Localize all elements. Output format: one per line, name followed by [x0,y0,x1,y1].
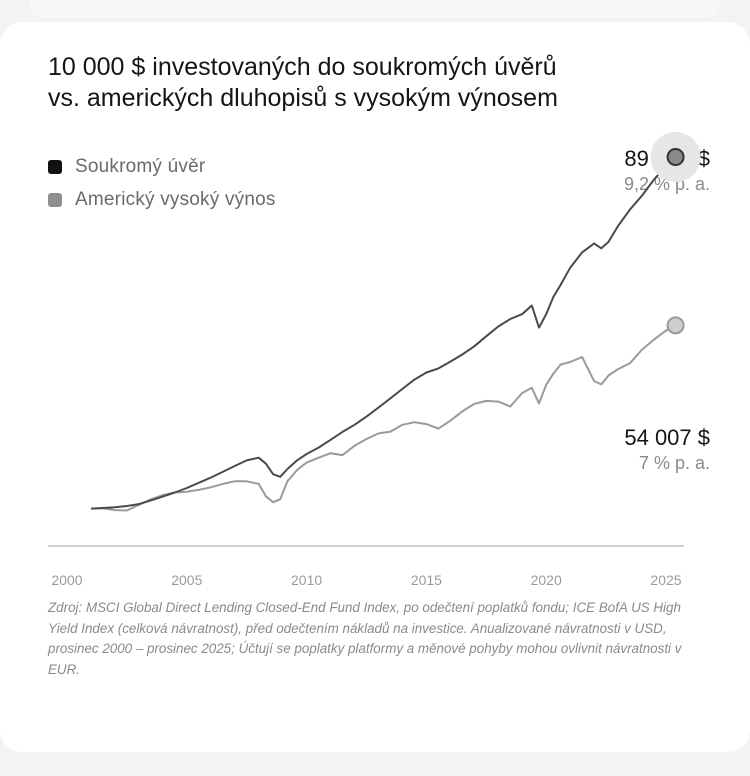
x-tick-label: 2015 [411,572,442,588]
end-marker-high-yield [666,316,685,335]
x-tick-label: 2010 [291,572,322,588]
legend-item-private-credit: Soukromý úvěr [48,150,276,183]
end-value-high-yield: 54 007 $ [624,425,710,450]
legend-item-high-yield: Americký vysoký výnos [48,183,276,216]
x-axis: 2000 2005 2010 2015 2020 2025 [48,545,684,588]
end-rate-high-yield: 7 % p. a. [638,453,710,473]
chart-card [0,22,750,752]
series-line-high-yield [90,324,677,512]
x-tick-label: 2005 [171,572,202,588]
x-tick-label: 2000 [51,572,82,588]
top-strip [30,0,720,18]
x-tick-label: 2020 [531,572,562,588]
end-rate-private-credit: 9,2 % p. a. [623,174,710,194]
end-marker-private-credit [666,148,685,167]
source-note: Zdroj: MSCI Global Direct Lending Closed… [48,600,682,677]
chart-title: 10 000 $ investovaných do soukromých úvě… [48,52,668,114]
x-tick-label: 2025 [650,572,681,588]
legend-label-private-credit: Soukromý úvěr [75,155,206,177]
legend-label-high-yield: Americký vysoký výnos [75,188,276,210]
chart-title-line-1: 10 000 $ investovaných do soukromých úvě… [48,53,557,81]
chart-legend: Soukromý úvěr Americký vysoký výnos [48,150,276,216]
series-line-private-credit [90,156,677,510]
series-layer [90,156,677,512]
end-label-high-yield: 54 007 $ 7 % p. a. [624,425,710,475]
chart-title-line-2: vs. amerických dluhopisů s vysokým výnos… [48,84,558,112]
legend-swatch-high-yield [48,192,62,207]
marker-layer [650,132,701,335]
legend-swatch-private-credit [48,159,62,174]
